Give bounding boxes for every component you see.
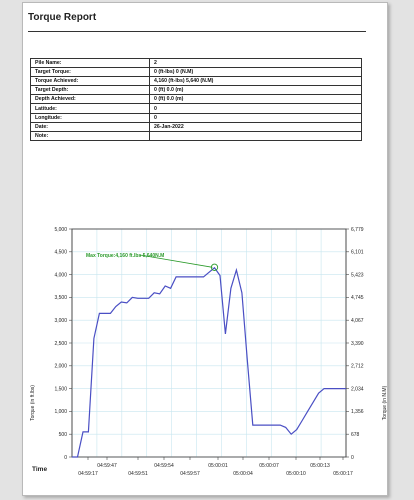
y-tick-label-left: 2,500 bbox=[54, 341, 67, 347]
y-tick-label-left: 3,000 bbox=[54, 318, 67, 324]
x-tick-label-top: 04:59:54 bbox=[154, 463, 174, 469]
x-tick-label-bottom: 04:59:17 bbox=[78, 471, 98, 477]
y-tick-label-left: 2,000 bbox=[54, 364, 67, 370]
torque-series-line bbox=[72, 266, 346, 458]
max-torque-annotation: Max Torque:4,160 ft.lbs 5,640N.M bbox=[86, 253, 164, 259]
x-tick-label-bottom: 04:59:57 bbox=[180, 471, 200, 477]
info-value: 0 (ft) 0.0 (m) bbox=[149, 85, 362, 96]
info-row: Torque Achieved: 4,160 (ft-lbs) 5,640 (N.… bbox=[30, 76, 362, 87]
info-row: Depth Achieved: 0 (ft) 0.0 (m) bbox=[30, 94, 362, 105]
y-tick-label-left: 500 bbox=[59, 432, 68, 438]
y-tick-label-right: 3,390 bbox=[351, 341, 364, 347]
info-value: 0 (ft-lbs) 0 (N.M) bbox=[149, 67, 362, 78]
y-tick-label-left: 5,000 bbox=[54, 227, 67, 233]
info-value: 0 bbox=[149, 112, 362, 123]
info-value: 0 bbox=[149, 103, 362, 114]
y-tick-label-right: 2,712 bbox=[351, 364, 364, 370]
x-tick-label-bottom: 05:00:17 bbox=[333, 471, 353, 477]
x-tick-label-top: 05:00:07 bbox=[259, 463, 279, 469]
info-value bbox=[149, 130, 362, 141]
info-row: Target Torque: 0 (ft-lbs) 0 (N.M) bbox=[30, 67, 362, 78]
y-tick-label-right: 4,745 bbox=[351, 295, 364, 301]
y-axis-label-right: Torque (in N.M) bbox=[382, 385, 388, 420]
report-title: Torque Report bbox=[28, 12, 97, 23]
info-row: Longitude: 0 bbox=[30, 112, 362, 123]
max-torque-leader-line bbox=[139, 254, 213, 268]
y-tick-label-left: 4,000 bbox=[54, 272, 67, 278]
x-tick-label-bottom: 04:59:51 bbox=[128, 471, 148, 477]
y-tick-label-right: 1,356 bbox=[351, 409, 364, 415]
title-divider bbox=[28, 31, 366, 32]
x-tick-label-top: 05:00:13 bbox=[310, 463, 330, 469]
y-tick-label-left: 4,500 bbox=[54, 250, 67, 256]
y-tick-label-left: 1,500 bbox=[54, 386, 67, 392]
y-tick-label-right: 5,423 bbox=[351, 272, 364, 278]
y-tick-label-left: 1,000 bbox=[54, 409, 67, 415]
x-tick-label-bottom: 05:00:10 bbox=[286, 471, 306, 477]
y-tick-label-right: 2,034 bbox=[351, 386, 364, 392]
info-row: Target Depth: 0 (ft) 0.0 (m) bbox=[30, 85, 362, 96]
y-tick-label-right: 4,067 bbox=[351, 318, 364, 324]
report-info-table: Pile Name: 2 Target Torque: 0 (ft-lbs) 0 (N… bbox=[30, 57, 362, 141]
x-axis-label: Time bbox=[32, 466, 47, 473]
plot-border bbox=[71, 228, 347, 458]
y-tick-label-left: 0 bbox=[64, 455, 67, 461]
y-tick-label-right: 6,779 bbox=[351, 227, 364, 233]
x-tick-label-bottom: 05:00:04 bbox=[233, 471, 253, 477]
x-tick-label-top: 04:59:47 bbox=[97, 463, 117, 469]
y-tick-label-right: 6,101 bbox=[351, 250, 364, 256]
info-value: 4,160 (ft-lbs) 5,640 (N.M) bbox=[149, 76, 362, 87]
max-torque-marker bbox=[210, 263, 219, 271]
y-tick-label-right: 0 bbox=[351, 455, 354, 461]
info-value: 2 bbox=[149, 57, 362, 69]
x-tick-label-top: 05:00:01 bbox=[208, 463, 228, 469]
y-axis-label-left: Torque (in ft.lbs) bbox=[30, 385, 36, 421]
y-tick-label-left: 3,500 bbox=[54, 295, 67, 301]
info-row: Latitude: 0 bbox=[30, 103, 362, 114]
info-value: 0 (ft) 0.0 (m) bbox=[149, 94, 362, 105]
y-tick-label-right: 678 bbox=[351, 432, 360, 438]
info-row: Note: bbox=[30, 130, 362, 141]
info-row: Pile Name: 2 bbox=[30, 57, 362, 69]
